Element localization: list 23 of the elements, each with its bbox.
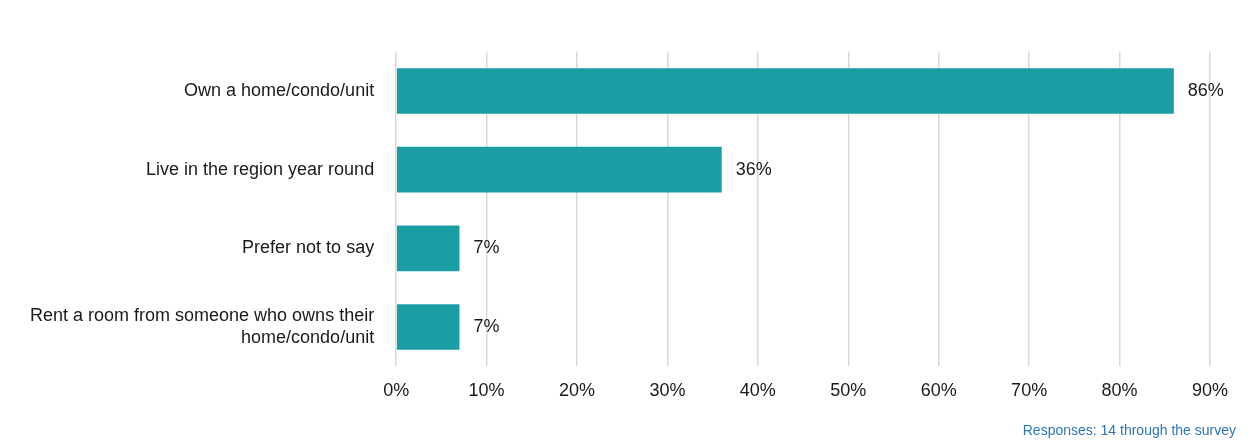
x-tick-label: 30% bbox=[649, 380, 686, 401]
x-tick-label: 80% bbox=[1101, 380, 1138, 401]
x-tick-label: 70% bbox=[1011, 380, 1048, 401]
x-tick-label: 40% bbox=[739, 380, 776, 401]
bar bbox=[396, 146, 722, 193]
bar bbox=[396, 225, 460, 272]
data-label: 7% bbox=[473, 237, 500, 258]
x-tick-label: 50% bbox=[830, 380, 867, 401]
x-tick-label: 0% bbox=[383, 380, 410, 401]
data-label: 36% bbox=[735, 158, 772, 179]
data-label: 86% bbox=[1187, 79, 1224, 100]
bar bbox=[396, 68, 1174, 114]
bar bbox=[396, 304, 460, 350]
text: Responses: 14 through the survey bbox=[1021, 422, 1237, 438]
x-tick-label: 90% bbox=[1191, 380, 1228, 401]
x-tick-label: 20% bbox=[558, 380, 596, 401]
y-tick-label: Own a home/condo/unit bbox=[184, 79, 375, 100]
y-tick-label: Rent a room from someone who owns their home/condo/unit bbox=[30, 305, 375, 347]
data-label: 7% bbox=[473, 316, 500, 337]
y-tick-label: Live in the region year round bbox=[146, 158, 375, 179]
y-tick-label: Prefer not to say bbox=[242, 237, 375, 258]
x-tick-label: 10% bbox=[468, 380, 505, 401]
x-tick-label: 60% bbox=[920, 380, 957, 401]
